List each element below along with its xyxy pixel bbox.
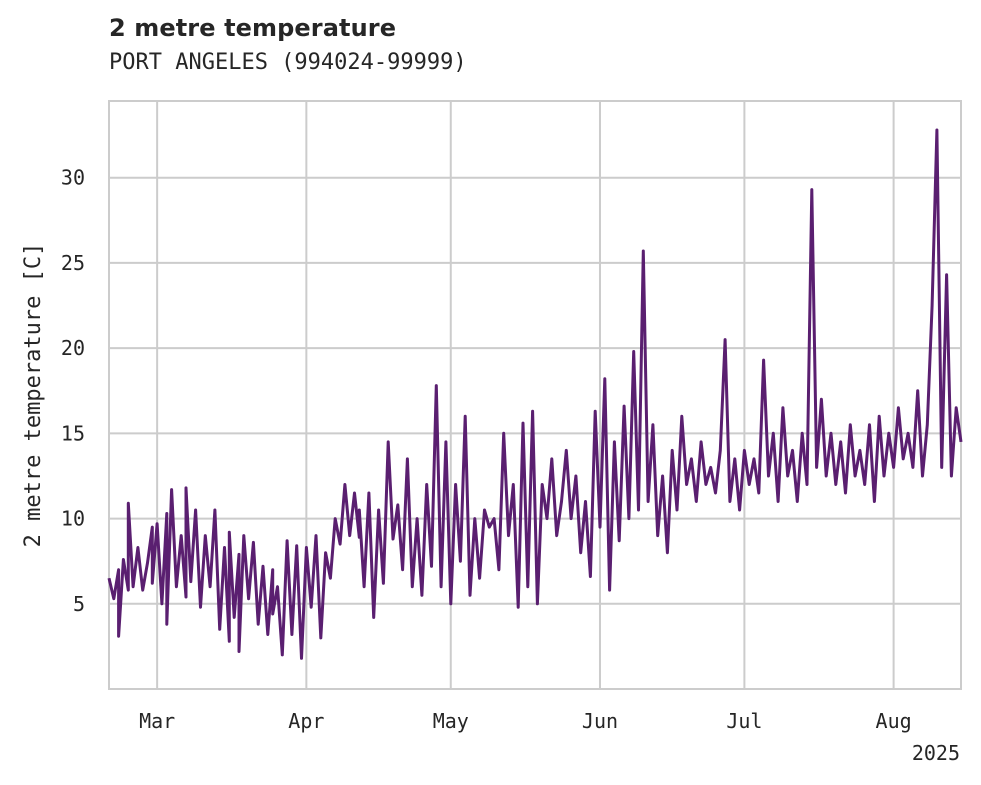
tick-layer: 5 10 15 20 25 30 Mar Apr May Jun Jul Aug — [61, 166, 912, 733]
x-tick-label: Apr — [288, 709, 324, 733]
y-tick-label: 10 — [61, 507, 85, 531]
x-tick-label: Jul — [726, 709, 762, 733]
chart-title: 2 metre temperature — [109, 14, 397, 42]
y-tick-label: 20 — [61, 336, 85, 360]
x-tick-label: Aug — [876, 709, 912, 733]
grid-layer — [109, 101, 961, 689]
x-tick-label: Jun — [582, 709, 618, 733]
x-tick-label: Mar — [139, 709, 175, 733]
y-tick-label: 25 — [61, 251, 85, 275]
chart-subtitle: PORT ANGELES (994024-99999) — [109, 50, 467, 75]
y-axis-label: 2 metre temperature [C] — [21, 243, 46, 548]
y-tick-label: 15 — [61, 421, 85, 445]
y-tick-label: 5 — [73, 592, 85, 616]
x-tick-label: May — [433, 709, 469, 733]
year-label: 2025 — [912, 741, 960, 765]
plot-frame — [108, 100, 962, 690]
y-tick-label: 30 — [61, 166, 85, 190]
series-line — [107, 128, 963, 660]
